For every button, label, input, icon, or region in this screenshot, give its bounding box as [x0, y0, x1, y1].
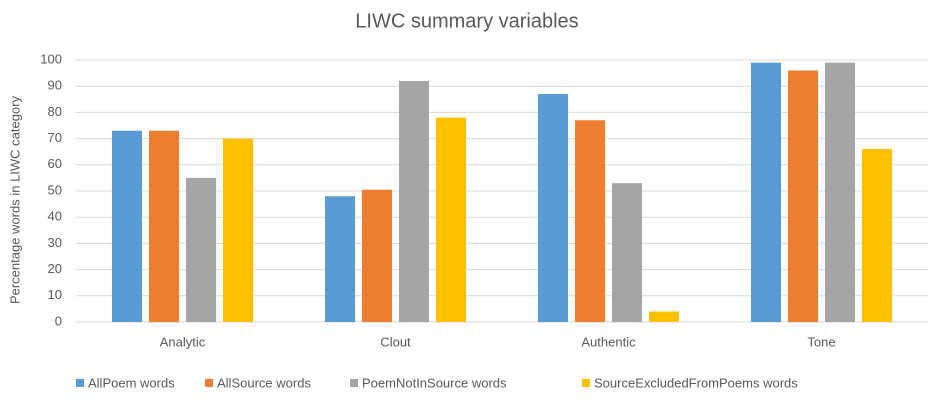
x-tick-label: Analytic	[160, 334, 206, 349]
bar	[612, 183, 642, 322]
bar	[751, 62, 781, 323]
legend-swatch	[582, 379, 590, 387]
bar	[223, 138, 253, 322]
legend-swatch	[205, 379, 213, 387]
y-axis-label: Percentage words in LIWC category	[7, 95, 22, 304]
x-tick-label: Authentic	[581, 334, 636, 349]
bar	[538, 94, 568, 322]
bar	[112, 130, 142, 322]
y-tick-label: 20	[48, 261, 62, 276]
y-tick-label: 0	[55, 313, 62, 328]
x-tick-label: Tone	[807, 334, 835, 349]
y-tick-label: 60	[48, 156, 62, 171]
bar	[649, 311, 679, 322]
y-tick-label: 40	[48, 209, 62, 224]
bar	[862, 149, 892, 322]
y-tick-label: 100	[40, 51, 62, 66]
bar	[399, 80, 429, 323]
legend-label: AllSource words	[217, 375, 311, 390]
legend-swatch	[76, 379, 84, 387]
y-tick-label: 30	[48, 235, 62, 250]
chart-title: LIWC summary variables	[355, 10, 578, 32]
y-tick-label: 80	[48, 104, 62, 119]
bar	[788, 70, 818, 322]
bar	[825, 62, 855, 323]
bar	[575, 120, 605, 322]
y-tick-label: 70	[48, 130, 62, 145]
x-tick-label: Clout	[380, 334, 411, 349]
legend-label: SourceExcludedFromPoems words	[594, 375, 798, 390]
y-tick-label: 50	[48, 182, 62, 197]
bar	[436, 117, 466, 322]
legend-label: PoemNotInSource words	[362, 375, 507, 390]
legend-label: AllPoem words	[88, 375, 175, 390]
y-tick-label: 90	[48, 78, 62, 93]
bar	[362, 189, 392, 322]
bar	[186, 177, 216, 322]
bar	[149, 130, 179, 322]
y-tick-label: 10	[48, 287, 62, 302]
legend-swatch	[350, 379, 358, 387]
bar	[325, 196, 355, 322]
